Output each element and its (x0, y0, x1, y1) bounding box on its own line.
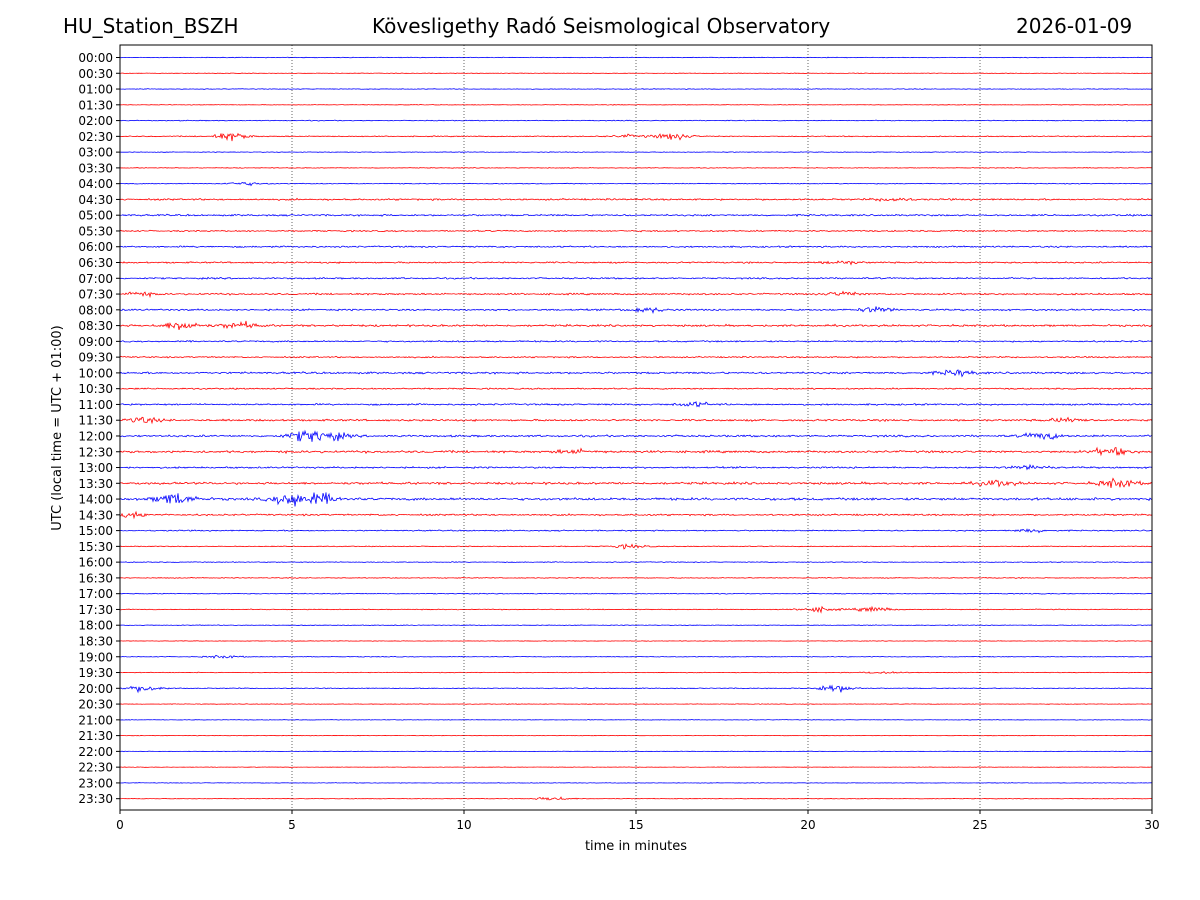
y-tick-label: 18:00 (78, 619, 113, 633)
trace-2230 (119, 766, 1153, 768)
y-tick-label: 13:00 (78, 461, 113, 475)
y-tick-label: 21:30 (78, 729, 113, 743)
x-tick-label: 30 (1144, 818, 1159, 832)
y-tick-label: 07:30 (78, 288, 113, 302)
y-tick-label: 15:30 (78, 540, 113, 554)
y-axis-label: UTC (local time = UTC + 01:00) (50, 325, 65, 530)
y-tick-label: 02:00 (78, 114, 113, 128)
y-tick-label: 11:00 (78, 398, 113, 412)
y-tick-label: 01:30 (78, 98, 113, 112)
y-tick-label: 05:30 (78, 224, 113, 238)
trace-1800 (119, 624, 1153, 627)
chart-title: Kövesligethy Radó Seismological Observat… (372, 14, 831, 38)
trace-1630 (119, 577, 1153, 579)
trace-1500 (119, 528, 1153, 534)
y-tick-label: 21:00 (78, 713, 113, 727)
y-tick-label: 08:00 (78, 303, 113, 317)
y-tick-label: 04:30 (78, 193, 113, 207)
trace-1230 (119, 446, 1153, 457)
y-tick-label: 23:30 (78, 792, 113, 806)
y-tick-label: 06:00 (78, 240, 113, 254)
y-tick-label: 11:30 (78, 414, 113, 428)
trace-0100 (119, 88, 1153, 90)
x-tick-label: 15 (628, 818, 643, 832)
trace-0830 (119, 320, 1153, 330)
trace-0900 (119, 339, 1153, 343)
y-tick-label: 17:30 (78, 603, 113, 617)
y-tick-label: 16:00 (78, 556, 113, 570)
y-tick-label: 20:00 (78, 682, 113, 696)
trace-1430 (119, 510, 1153, 520)
trace-0330 (119, 167, 1153, 169)
y-tick-label: 09:00 (78, 335, 113, 349)
trace-0700 (119, 276, 1153, 280)
trace-2030 (119, 703, 1153, 705)
y-tick-label: 12:30 (78, 445, 113, 459)
y-tick-label: 22:00 (78, 745, 113, 759)
trace-0230 (119, 132, 1153, 142)
y-tick-label: 19:30 (78, 666, 113, 680)
y-tick-label: 02:30 (78, 130, 113, 144)
gridlines-group (291, 45, 981, 810)
y-tick-label: 14:30 (78, 508, 113, 522)
y-tick-label: 01:00 (78, 83, 113, 97)
x-ticks-group: 0 5 10 15 20 25 30 (116, 810, 1160, 832)
trace-0430 (119, 197, 1153, 202)
trace-0630 (119, 260, 1153, 266)
y-tick-label: 20:30 (78, 698, 113, 712)
trace-0300 (119, 151, 1153, 153)
x-tick-label: 5 (288, 818, 296, 832)
x-axis-label: time in minutes (585, 839, 687, 854)
y-tick-label: 06:30 (78, 256, 113, 270)
y-tick-label: 13:30 (78, 477, 113, 491)
y-tick-label: 03:00 (78, 146, 113, 160)
y-tick-label: 05:00 (78, 209, 113, 223)
y-tick-label: 04:00 (78, 177, 113, 191)
trace-0030 (119, 72, 1153, 75)
x-tick-label: 10 (456, 818, 471, 832)
y-tick-label: 23:00 (78, 776, 113, 790)
trace-1030 (119, 387, 1153, 391)
y-tick-label: 22:30 (78, 761, 113, 775)
y-tick-label: 17:00 (78, 587, 113, 601)
station-name: HU_Station_BSZH (63, 14, 239, 38)
y-tick-label: 16:30 (78, 571, 113, 585)
trace-2100 (119, 719, 1153, 721)
trace-2000 (119, 684, 1153, 694)
y-tick-label: 00:00 (78, 51, 113, 65)
x-tick-label: 0 (116, 818, 124, 832)
y-tick-label: 19:00 (78, 650, 113, 664)
y-tick-label: 18:30 (78, 634, 113, 648)
trace-0500 (119, 213, 1153, 217)
chart-date: 2026-01-09 (1016, 14, 1133, 38)
y-tick-label: 12:00 (78, 429, 113, 443)
y-tick-label: 10:00 (78, 366, 113, 380)
trace-2200 (119, 750, 1153, 753)
y-tick-label: 10:30 (78, 382, 113, 396)
x-tick-label: 20 (800, 818, 815, 832)
y-tick-label: 07:00 (78, 272, 113, 286)
y-tick-label: 09:30 (78, 351, 113, 365)
y-tick-label: 08:30 (78, 319, 113, 333)
y-tick-label: 00:30 (78, 67, 113, 81)
trace-1900 (119, 654, 1153, 659)
trace-1830 (119, 640, 1153, 642)
x-tick-label: 25 (972, 818, 987, 832)
trace-1700 (119, 592, 1153, 595)
trace-1300 (119, 463, 1153, 471)
y-tick-label: 03:30 (78, 161, 113, 175)
y-tick-label: 15:00 (78, 524, 113, 538)
y-tick-label: 14:00 (78, 493, 113, 507)
